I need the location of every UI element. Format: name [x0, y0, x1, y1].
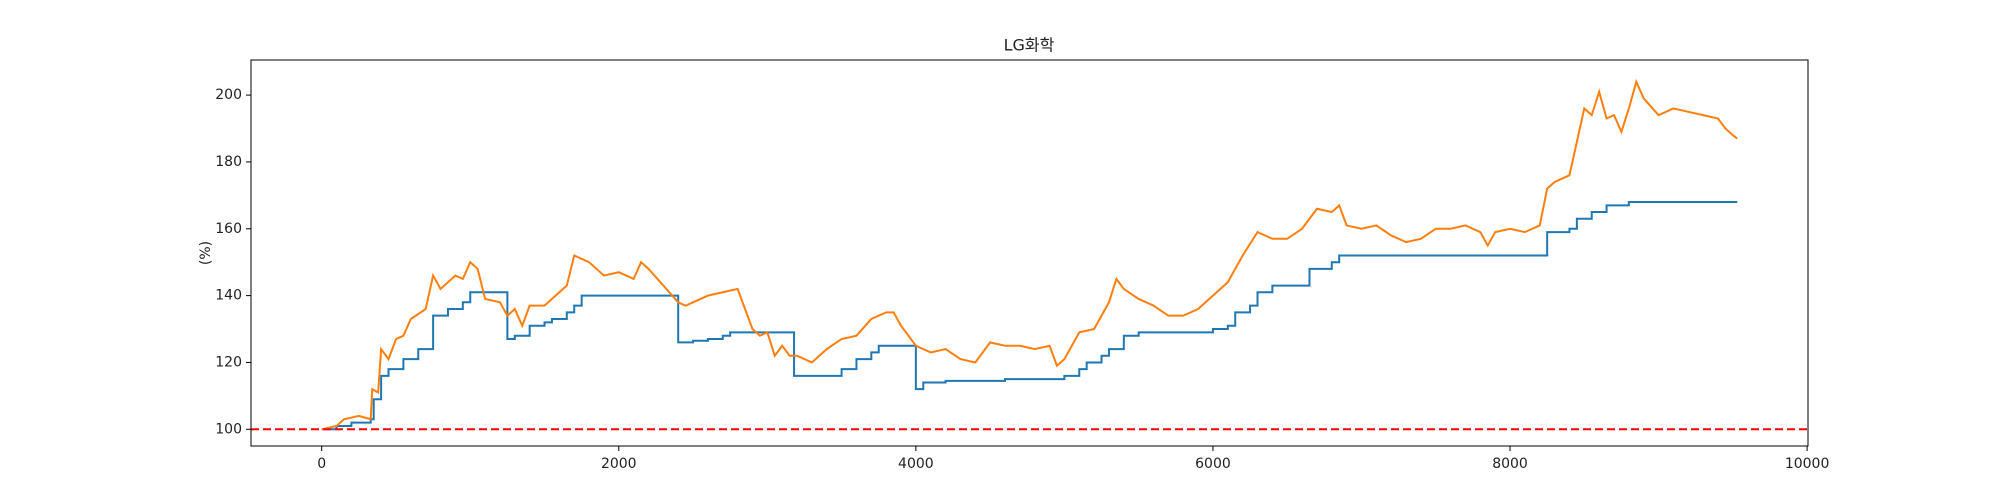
y-tick-label: 200: [215, 87, 242, 103]
x-tick-label: 10000: [1785, 456, 1830, 472]
y-tick-label: 100: [215, 421, 242, 437]
x-tick-label: 6000: [1195, 456, 1231, 472]
y-tick-label: 140: [215, 288, 242, 304]
data-line: [321, 78, 1738, 431]
chart-title: LG화학: [1004, 36, 1055, 55]
y-axis-label: (%): [198, 241, 214, 265]
plot-frame: [250, 59, 1809, 447]
y-tick-label: 120: [215, 354, 242, 370]
x-tick-label: 4000: [898, 456, 934, 472]
y-tick-label: 160: [215, 221, 242, 237]
y-tick-label: 180: [215, 154, 242, 170]
x-tick-label: 0: [317, 456, 326, 472]
x-tick-label: 2000: [601, 456, 637, 472]
x-tick-label: 8000: [1492, 456, 1528, 472]
data-line: [321, 201, 1738, 431]
